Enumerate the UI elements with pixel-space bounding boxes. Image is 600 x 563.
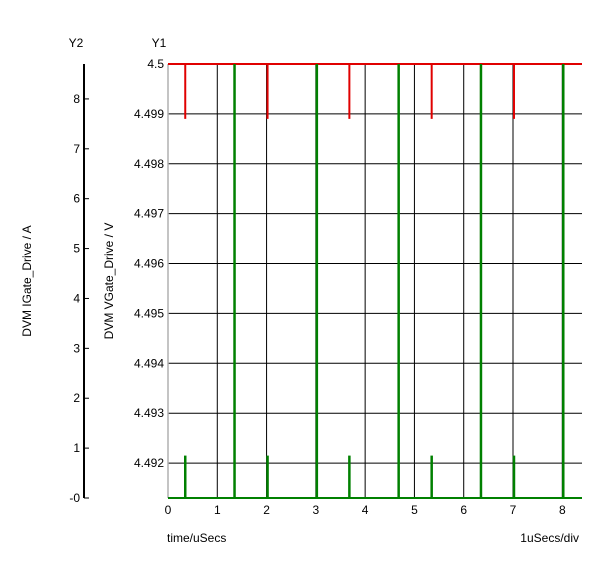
- y1-tick-label: 4.499: [134, 107, 164, 121]
- y2-ticks: -0 1 2 3 4 5 6 7 8: [69, 92, 89, 505]
- y1-tick-label: 4.5: [147, 57, 164, 71]
- y2-axis-label: Y2: [69, 36, 84, 50]
- y2-tick-label: 2: [73, 391, 80, 405]
- grid: [167, 63, 582, 498]
- y2-tick-label: -0: [69, 491, 80, 505]
- x-tick-label: 8: [559, 503, 566, 517]
- y2-tick-label: 5: [73, 242, 80, 256]
- y1-tick-label: 4.496: [134, 257, 164, 271]
- x-tick-label: 2: [263, 503, 270, 517]
- series-layer: [168, 63, 582, 499]
- x-axis-title: time/uSecs: [167, 531, 226, 545]
- y1-ticks: 4.492 4.493 4.494 4.495 4.496 4.497 4.498 4.499…: [134, 57, 164, 470]
- y2-tick-label: 1: [73, 441, 80, 455]
- y2-axis-title: DVM IGate_Drive / A: [20, 225, 34, 336]
- y1-axis-label: Y1: [152, 36, 167, 50]
- x-tick-label: 4: [362, 503, 369, 517]
- x-tick-label: 6: [460, 503, 467, 517]
- y1-tick-label: 4.493: [134, 406, 164, 420]
- x-tick-label: 5: [411, 503, 418, 517]
- x-tick-label: 1: [214, 503, 221, 517]
- y1-tick-label: 4.497: [134, 207, 164, 221]
- y2-tick-label: 6: [73, 192, 80, 206]
- y2-tick-label: 3: [73, 341, 80, 355]
- x-tick-label: 3: [313, 503, 320, 517]
- x-tick-label: 7: [510, 503, 517, 517]
- y2-tick-label: 8: [73, 92, 80, 106]
- y1-axis-title: DVM VGate_Drive / V: [102, 223, 116, 340]
- y1-tick-label: 4.494: [134, 356, 164, 370]
- y1-tick-label: 4.495: [134, 306, 164, 320]
- y1-tick-label: 4.498: [134, 157, 164, 171]
- y1-tick-label: 4.492: [134, 456, 164, 470]
- x-ticks: 0 1 2 3 4 5 6 7 8: [165, 503, 566, 517]
- x-units-note: 1uSecs/div: [520, 531, 579, 545]
- y2-tick-label: 4: [73, 291, 80, 305]
- y2-tick-label: 7: [73, 142, 80, 156]
- x-tick-label: 0: [165, 503, 172, 517]
